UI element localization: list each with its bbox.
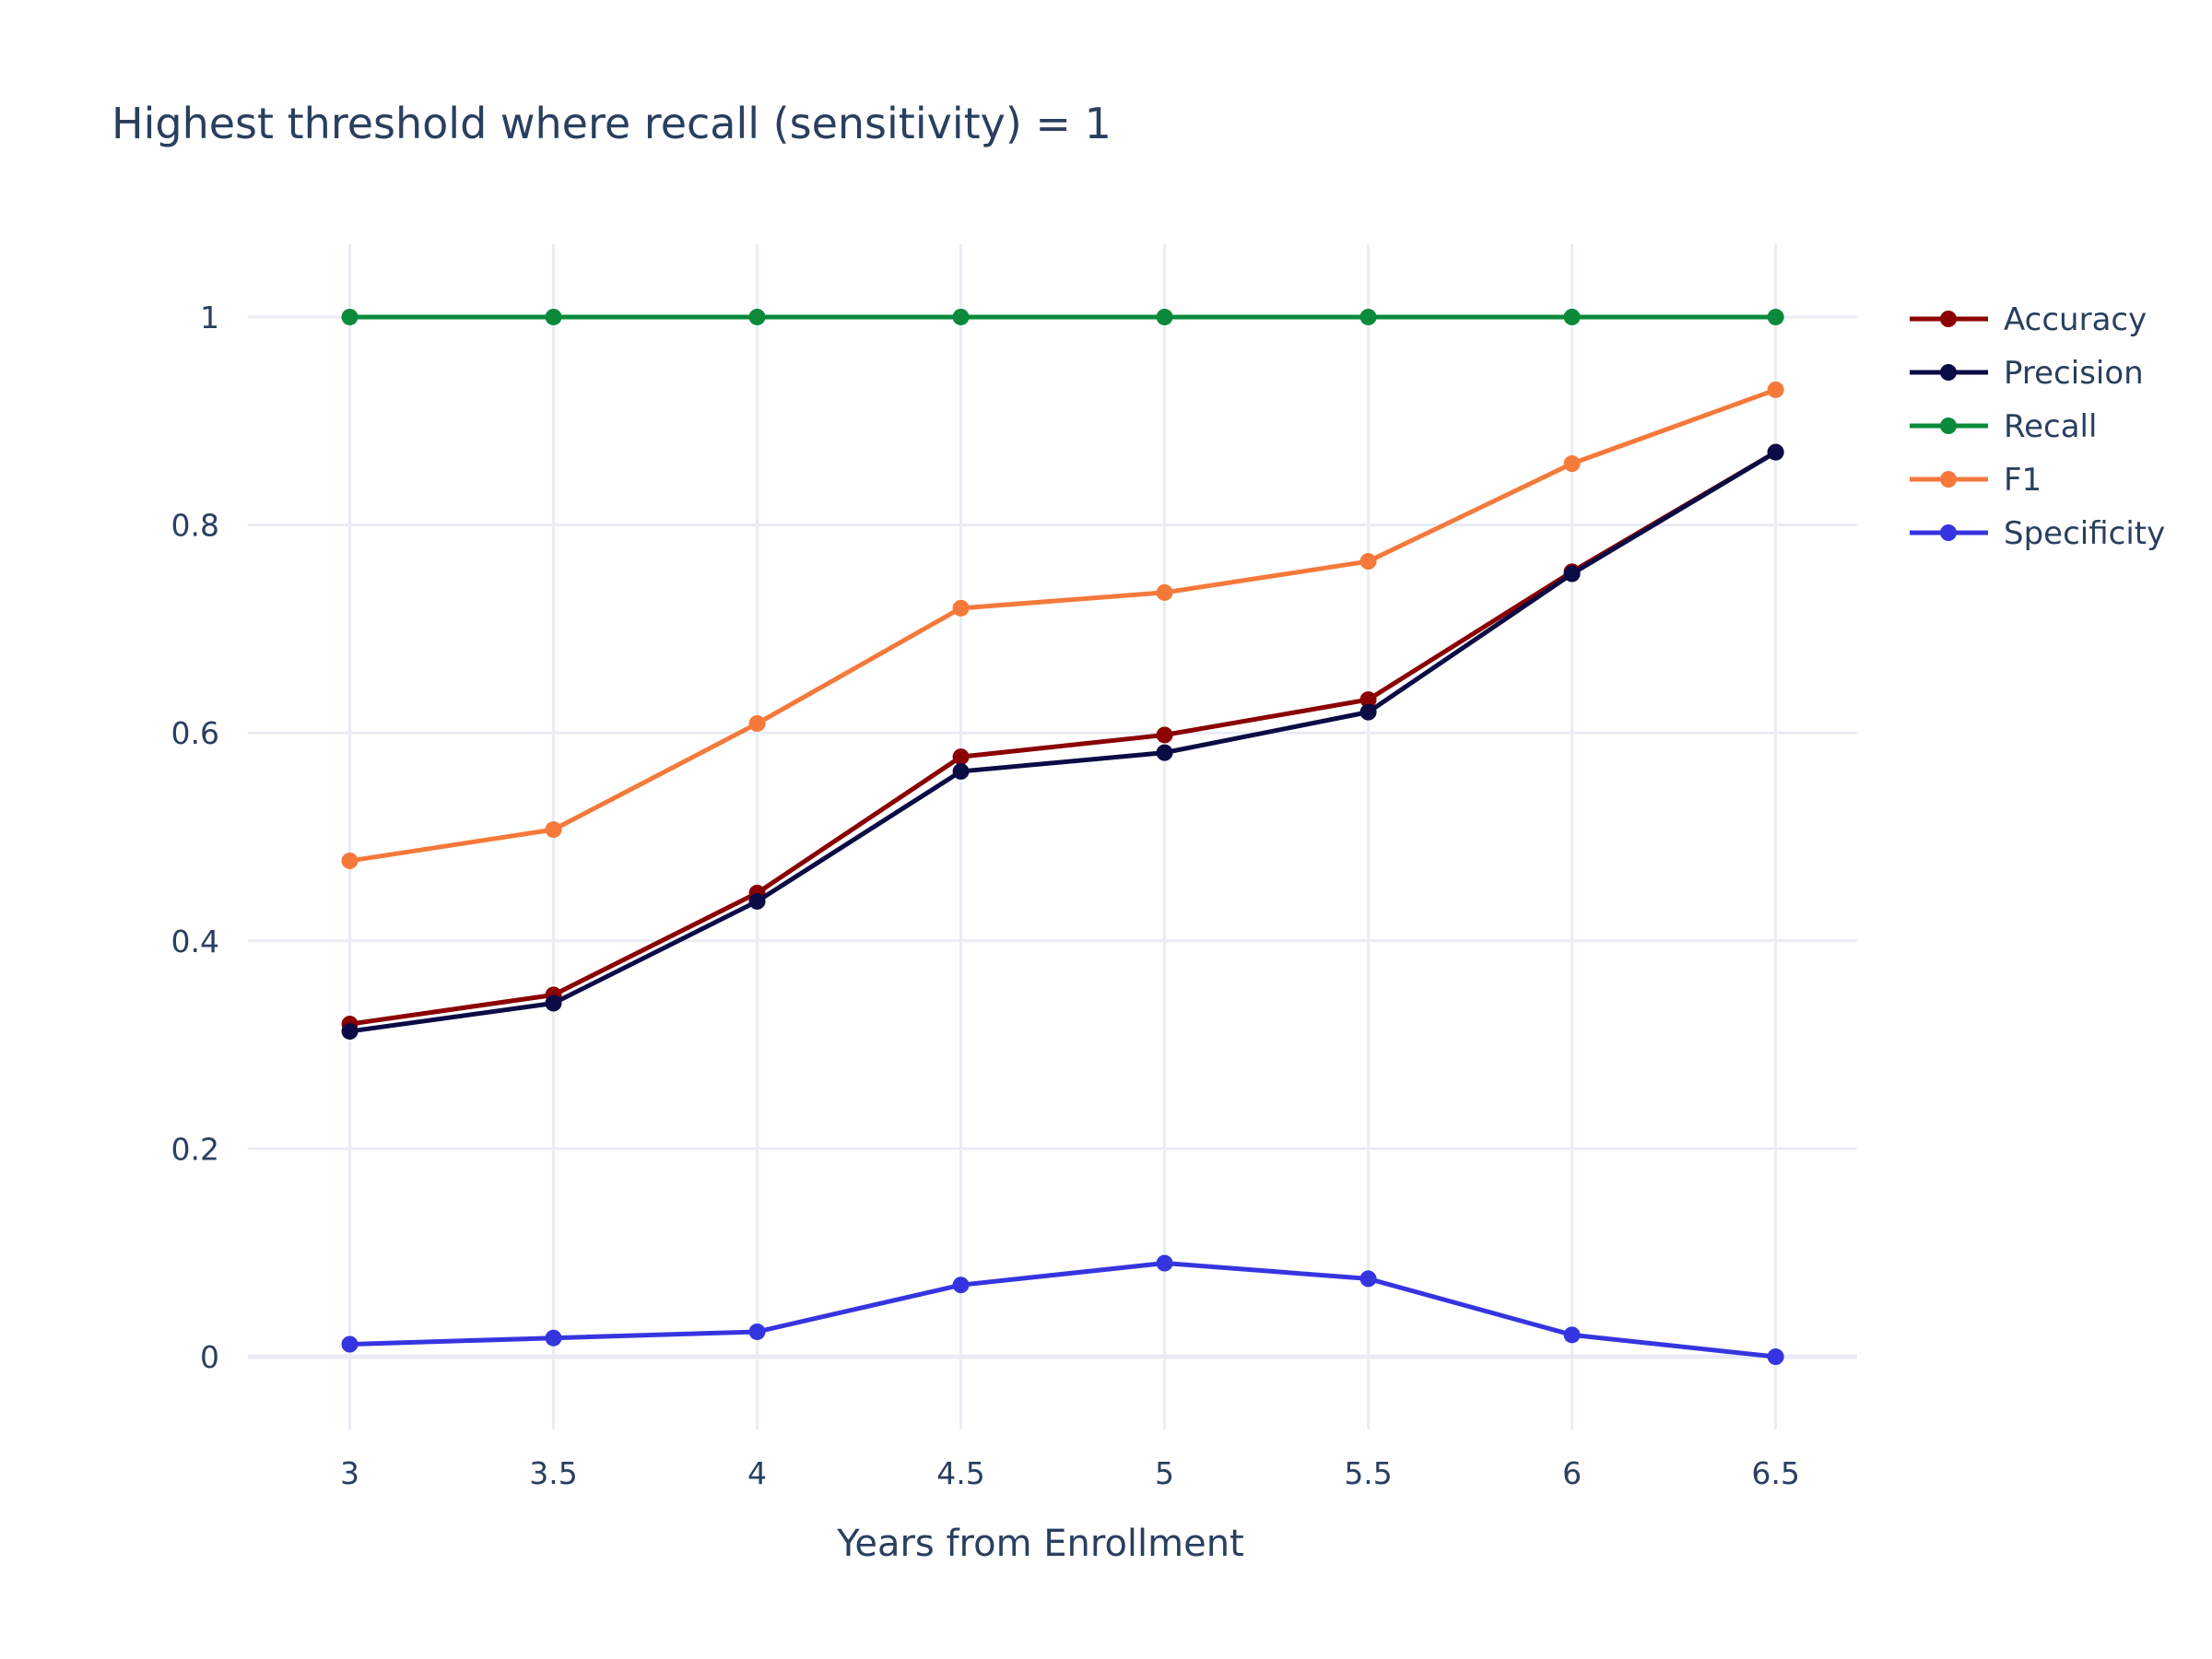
- data-point[interactable]: [748, 1323, 766, 1340]
- chart-title: Highest threshold where recall (sensitiv…: [112, 99, 1112, 148]
- legend-marker: [1940, 524, 1957, 541]
- data-point[interactable]: [1156, 726, 1173, 744]
- data-point[interactable]: [545, 1329, 562, 1347]
- data-point[interactable]: [952, 599, 970, 617]
- legend-item-precision[interactable]: Precision: [1910, 355, 2144, 392]
- y-tick-label: 0.8: [171, 508, 219, 544]
- legend-marker: [1940, 471, 1957, 488]
- data-point[interactable]: [952, 762, 970, 780]
- x-tick-label: 4: [747, 1455, 767, 1491]
- data-point[interactable]: [1359, 703, 1377, 721]
- data-point[interactable]: [545, 994, 562, 1012]
- data-point[interactable]: [748, 715, 766, 733]
- x-axis-label: Years from Enrollment: [836, 1523, 1244, 1565]
- series-specificity: [341, 1254, 1784, 1366]
- x-tick-label: 4.5: [936, 1455, 984, 1491]
- series-recall: [341, 308, 1784, 325]
- legend-label: F1: [2004, 462, 2041, 499]
- data-point[interactable]: [952, 1277, 970, 1294]
- y-tick-label: 0.2: [171, 1131, 219, 1167]
- data-point[interactable]: [341, 852, 359, 869]
- data-point[interactable]: [341, 1335, 359, 1353]
- data-point[interactable]: [1563, 308, 1581, 325]
- legend-marker: [1940, 418, 1957, 434]
- data-point[interactable]: [1156, 308, 1173, 325]
- data-point[interactable]: [1767, 1348, 1784, 1366]
- series-precision: [341, 443, 1784, 1040]
- legend[interactable]: Accuracy Precision Recall F1 Specificity: [1910, 301, 2165, 552]
- data-point[interactable]: [1767, 381, 1784, 398]
- series-line: [349, 1261, 1776, 1359]
- y-tick-label: 1: [200, 300, 219, 335]
- x-tick-label: 5.5: [1344, 1455, 1392, 1491]
- data-point[interactable]: [1563, 565, 1581, 582]
- gridlines: [248, 244, 1857, 1430]
- data-point[interactable]: [748, 892, 766, 910]
- x-tick-label: 6.5: [1751, 1455, 1799, 1491]
- series-line: [349, 387, 1777, 864]
- data-point[interactable]: [1767, 443, 1784, 461]
- legend-item-recall[interactable]: Recall: [1910, 408, 2097, 445]
- legend-label: Recall: [2004, 408, 2097, 445]
- data-point[interactable]: [545, 821, 562, 839]
- legend-label: Accuracy: [2004, 301, 2147, 338]
- legend-marker: [1940, 311, 1957, 327]
- series-line: [349, 450, 1777, 1027]
- data-point[interactable]: [748, 308, 766, 325]
- x-tick-label: 5: [1155, 1455, 1174, 1491]
- data-point[interactable]: [1359, 308, 1377, 325]
- data-point[interactable]: [1563, 1326, 1581, 1344]
- data-point[interactable]: [1359, 691, 1377, 709]
- x-tick-label: 6: [1562, 1455, 1582, 1491]
- plot-area: [341, 308, 1784, 1366]
- data-point[interactable]: [1156, 583, 1173, 601]
- legend-label: Precision: [2004, 355, 2144, 392]
- data-point[interactable]: [341, 308, 359, 325]
- data-point[interactable]: [1359, 553, 1377, 571]
- legend-label: Specificity: [2004, 515, 2165, 552]
- data-point[interactable]: [952, 308, 970, 325]
- data-point[interactable]: [1156, 744, 1173, 761]
- data-point[interactable]: [952, 748, 970, 766]
- series-accuracy: [341, 443, 1784, 1033]
- legend-item-accuracy[interactable]: Accuracy: [1910, 301, 2147, 338]
- y-tick-label: 0.6: [171, 715, 219, 751]
- data-point[interactable]: [1767, 308, 1784, 325]
- data-point[interactable]: [1359, 1270, 1377, 1288]
- x-tick-label: 3: [340, 1455, 359, 1491]
- y-tick-label: 0: [200, 1339, 219, 1375]
- legend-marker: [1940, 364, 1957, 381]
- data-point[interactable]: [1156, 1254, 1173, 1272]
- y-tick-label: 0.4: [171, 924, 219, 959]
- x-tick-label: 3.5: [529, 1455, 577, 1491]
- series-f1: [341, 381, 1784, 869]
- data-point[interactable]: [1563, 455, 1581, 473]
- legend-item-specificity[interactable]: Specificity: [1910, 515, 2165, 552]
- data-point[interactable]: [341, 1022, 359, 1040]
- legend-item-f1[interactable]: F1: [1910, 462, 2041, 499]
- series-line: [349, 450, 1777, 1034]
- data-point[interactable]: [545, 308, 562, 325]
- axis-ticks: 3 3.5 4 4.5 5 5.5 6 6.5 0 0.2 0.4 0.6 0.8 1: [171, 300, 1800, 1491]
